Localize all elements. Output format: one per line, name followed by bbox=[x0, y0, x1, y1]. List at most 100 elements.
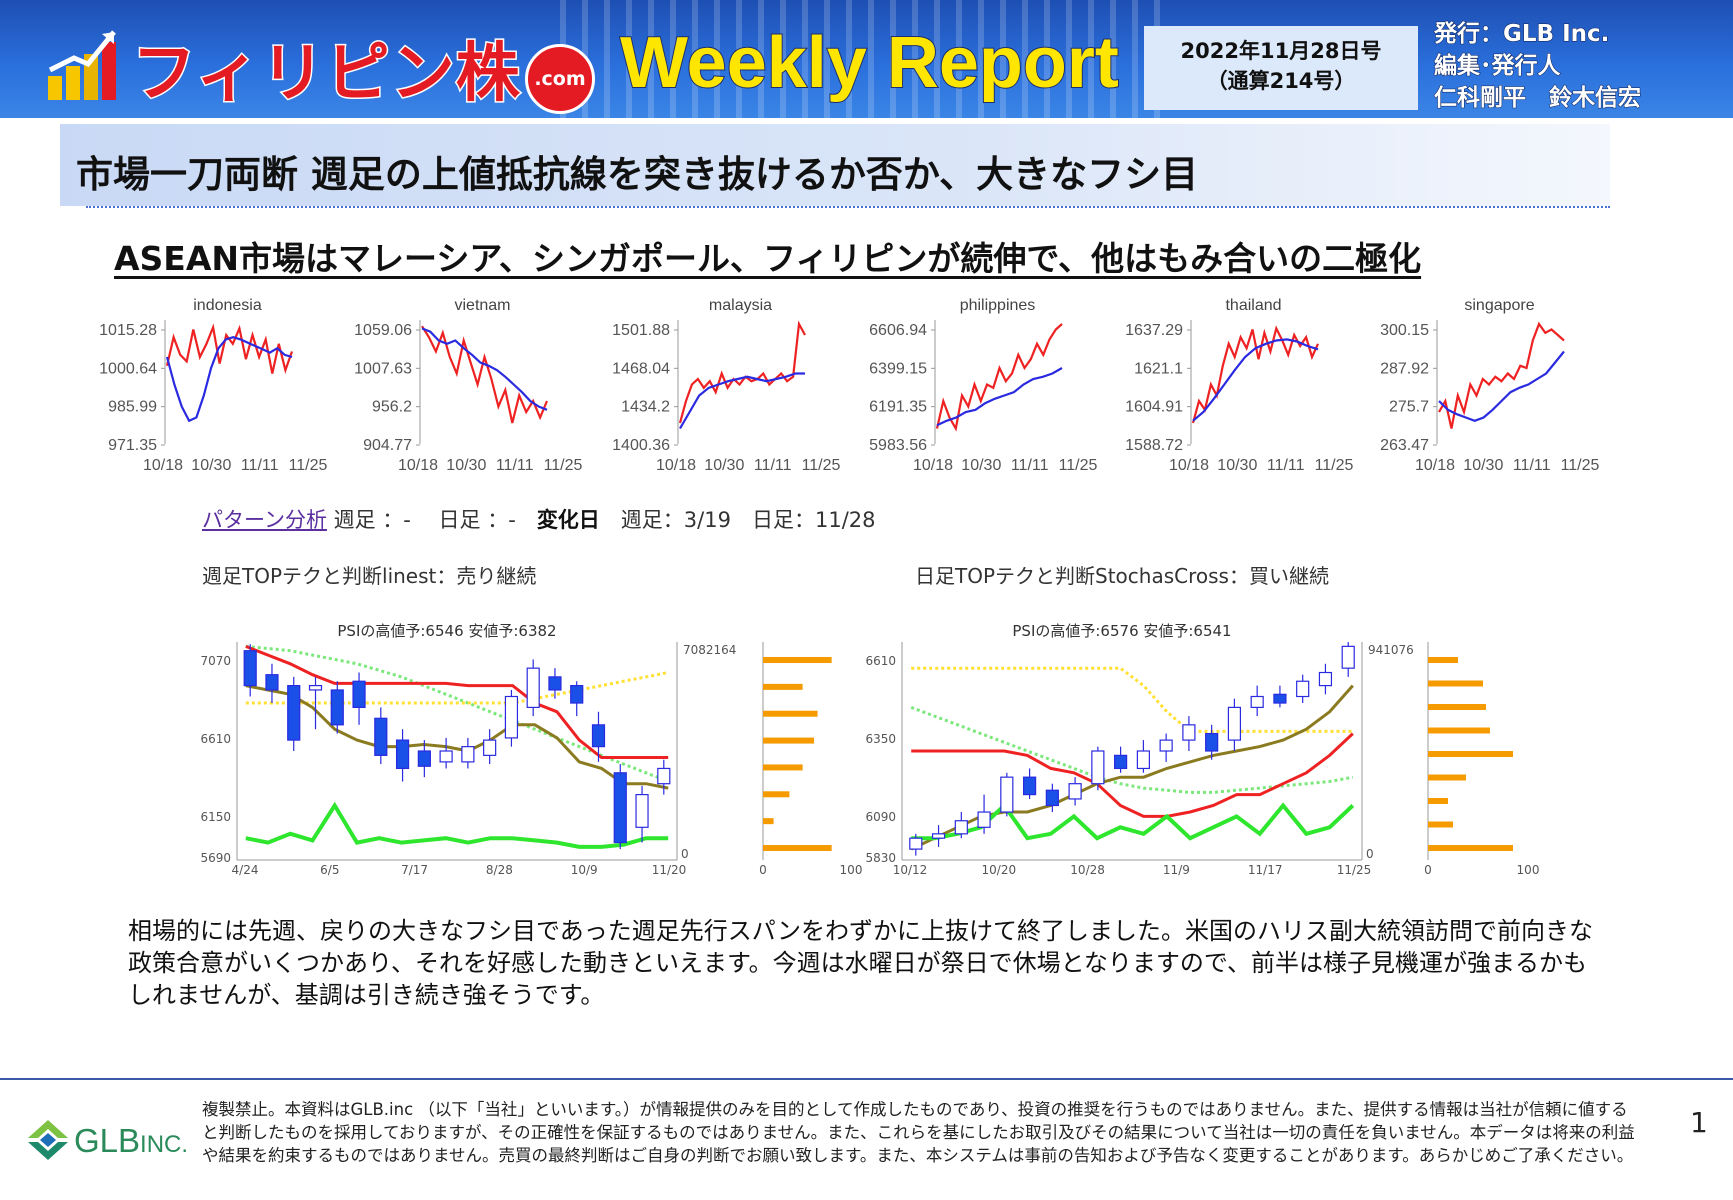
mini-y-tick: 1000.64 bbox=[99, 360, 157, 377]
candle-body bbox=[1182, 724, 1196, 741]
candle-body bbox=[613, 772, 627, 844]
candle-body bbox=[570, 684, 584, 704]
volume-profile-bar bbox=[763, 683, 803, 690]
mini-x-tick: 10/30 bbox=[1217, 457, 1257, 474]
dotted-divider bbox=[86, 206, 1610, 208]
candle-body bbox=[1159, 739, 1173, 752]
chart-x-tick: 11/9 bbox=[1163, 863, 1190, 877]
glb-logo-suffix: INC. bbox=[140, 1131, 189, 1158]
mini-chart-malaysia: malaysia 1501.88 1468.04 1434.2 1400.36 10/18… bbox=[612, 297, 841, 474]
candle-body bbox=[591, 724, 606, 748]
mini-chart-vietnam: vietnam 1059.06 1007.63 956.2 904.77 10/18 10/… bbox=[354, 297, 583, 474]
headline: 市場一刀両断 週足の上値抵抗線を突き抜けるか否か、大きなフシ目 bbox=[76, 153, 1199, 196]
issue-date-box: 2022年11月28日号 （通算214号） bbox=[1144, 26, 1418, 110]
volume-profile-bar bbox=[1428, 845, 1513, 851]
chart-x-tick: 10/28 bbox=[1070, 863, 1105, 877]
disclaimer-text: 複製禁止。本資料はGLB.inc （以下「当社」といいます。）が情報提供のみを目… bbox=[202, 1100, 1635, 1165]
mini-x-tick: 10/30 bbox=[1463, 457, 1503, 474]
mini-x-tick: 10/30 bbox=[446, 457, 486, 474]
issue-number: （通算214号） bbox=[1206, 69, 1356, 93]
volume-profile-bar bbox=[763, 818, 774, 825]
chart-x-tick: 11/20 bbox=[652, 863, 687, 877]
mini-x-tick: 11/25 bbox=[802, 457, 841, 474]
chart-x-tick: 10/20 bbox=[982, 863, 1017, 877]
volume-axis-max: 100 bbox=[1517, 863, 1540, 877]
mini-x-tick: 11/25 bbox=[544, 457, 583, 474]
publisher-info: 発行：GLB Inc. 編集･発行人 仁科剛平 鈴木信宏 bbox=[1434, 21, 1642, 112]
candle-body bbox=[483, 739, 497, 756]
mini-y-tick: 971.35 bbox=[108, 437, 157, 454]
chart-title: PSIの高値予:6576 安値予:6541 bbox=[1012, 622, 1231, 640]
mini-chart-philippines: philippines 6606.94 6399.15 6191.35 5983.56 1… bbox=[869, 297, 1097, 474]
mini-chart-title: vietnam bbox=[454, 297, 510, 314]
mini-y-tick: 904.77 bbox=[363, 437, 412, 454]
chart-title: PSIの高値予:6546 安値予:6382 bbox=[337, 622, 556, 640]
issue-date: 2022年11月28日号 bbox=[1180, 39, 1382, 63]
candle-body bbox=[1318, 671, 1333, 687]
chart-volume-zero: 0 bbox=[1366, 847, 1374, 861]
candle-body bbox=[374, 717, 388, 756]
mini-x-tick: 11/11 bbox=[754, 457, 792, 474]
mini-y-tick: 1501.88 bbox=[612, 322, 670, 339]
candle-body bbox=[1068, 783, 1082, 800]
candle-body bbox=[909, 837, 923, 850]
page-number: 1 bbox=[1690, 1106, 1708, 1139]
mini-y-tick: 1007.63 bbox=[354, 360, 412, 377]
candle-body bbox=[1296, 680, 1310, 698]
volume-axis-min: 0 bbox=[1424, 863, 1432, 877]
volume-profile-bar bbox=[763, 845, 832, 851]
mini-x-tick: 11/11 bbox=[1513, 457, 1551, 474]
mini-moving-average-line bbox=[1192, 338, 1319, 422]
volume-profile-bar bbox=[1428, 657, 1458, 663]
mini-y-tick: 275.7 bbox=[1389, 399, 1429, 416]
change-day-label: 変化日 bbox=[536, 508, 600, 532]
mini-price-line bbox=[1438, 321, 1565, 429]
candle-body bbox=[931, 833, 946, 839]
weekly-report-title: Weekly Report bbox=[619, 22, 1120, 104]
candle-body bbox=[308, 684, 323, 691]
baseline-line bbox=[911, 732, 1354, 818]
candle-body bbox=[1205, 732, 1219, 752]
candle-body bbox=[1250, 695, 1264, 708]
mini-y-tick: 1059.06 bbox=[354, 322, 412, 339]
mini-price-line bbox=[421, 325, 549, 424]
pattern-text: 週足 ：- 日足 ：- bbox=[326, 508, 537, 532]
mini-price-line bbox=[678, 320, 806, 424]
chart-y-tick: 5690 bbox=[200, 851, 231, 865]
mini-x-tick: 11/25 bbox=[1561, 457, 1600, 474]
candle-body bbox=[657, 767, 671, 785]
mini-y-tick: 287.92 bbox=[1380, 360, 1429, 377]
mini-y-tick: 1637.29 bbox=[1125, 322, 1183, 339]
candle-body bbox=[1341, 645, 1355, 669]
mini-x-tick: 10/30 bbox=[704, 457, 744, 474]
chart-volume-max: 7082164 bbox=[683, 643, 736, 657]
candle-body bbox=[439, 750, 453, 763]
candle-body bbox=[1227, 706, 1242, 741]
volume-profile-bar bbox=[1428, 798, 1448, 804]
candle-body bbox=[352, 680, 366, 709]
mini-x-tick: 11/25 bbox=[289, 457, 328, 474]
candle-body bbox=[287, 684, 301, 741]
conversion-line bbox=[910, 684, 1354, 851]
leading-span-2-line bbox=[910, 705, 1354, 794]
conversion-line bbox=[245, 684, 669, 790]
commentary-paragraph: 相場的には先週、戻りの大きなフシ目であった週足先行スパンをわずかに上抜けて終了し… bbox=[128, 917, 1593, 1009]
candle-body bbox=[461, 746, 475, 763]
mini-y-tick: 1400.36 bbox=[612, 437, 670, 454]
mini-x-tick: 10/30 bbox=[191, 457, 231, 474]
candle-body bbox=[417, 750, 431, 767]
mini-y-tick: 1015.28 bbox=[99, 322, 157, 339]
candle-body bbox=[1045, 789, 1059, 807]
mini-y-tick: 985.99 bbox=[108, 399, 157, 416]
mini-chart-title: indonesia bbox=[193, 297, 262, 314]
mini-y-tick: 1468.04 bbox=[612, 360, 670, 377]
mini-moving-average-line bbox=[936, 367, 1063, 427]
mini-x-tick: 10/18 bbox=[1169, 457, 1209, 474]
pattern-analysis-link[interactable]: パターン分析 bbox=[202, 508, 327, 532]
mini-moving-average-line bbox=[165, 336, 293, 423]
candle-body bbox=[1114, 754, 1128, 770]
volume-profile-bar bbox=[763, 710, 818, 717]
chart-y-tick: 6150 bbox=[200, 810, 231, 824]
mini-moving-average-line bbox=[1438, 350, 1565, 422]
chart-x-tick: 4/24 bbox=[232, 863, 259, 877]
